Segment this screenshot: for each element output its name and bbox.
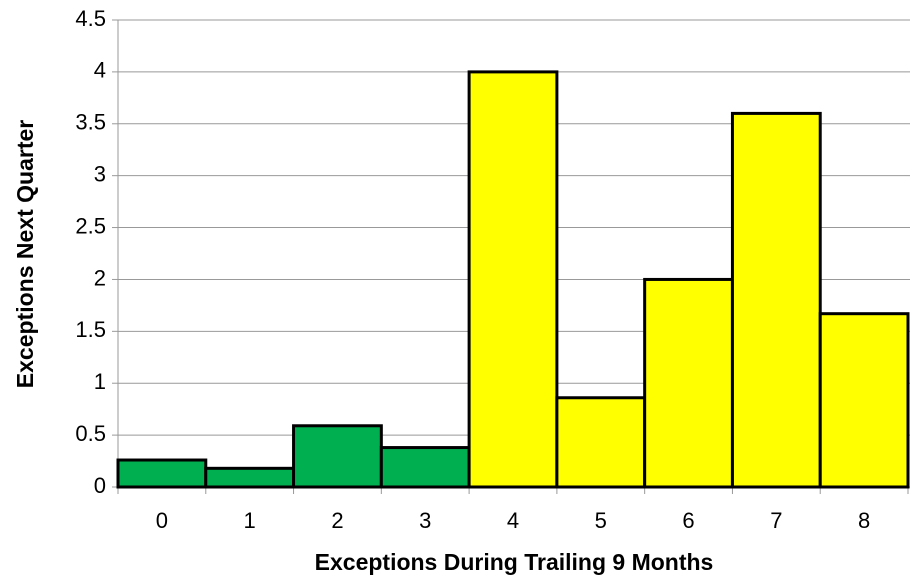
- x-tick-label: 3: [419, 508, 431, 533]
- y-tick-label: 1.5: [75, 317, 106, 342]
- bar: [467, 70, 559, 489]
- x-tick-label: 6: [682, 508, 694, 533]
- bar: [292, 424, 383, 489]
- y-tick-label: 3: [94, 161, 106, 186]
- y-tick-label: 0: [94, 473, 106, 498]
- bar: [204, 466, 296, 489]
- bar: [730, 111, 822, 489]
- bar: [116, 458, 208, 489]
- y-tick-label: 1: [94, 369, 106, 394]
- y-tick-label: 4: [94, 58, 106, 83]
- y-tick-label: 2.5: [75, 213, 106, 238]
- x-tick-label: 5: [595, 508, 607, 533]
- x-tick-label: 7: [770, 508, 782, 533]
- bar: [555, 396, 647, 489]
- x-tick-label: 2: [331, 508, 343, 533]
- x-axis-title: Exceptions During Trailing 9 Months: [315, 549, 714, 575]
- x-tick-label: 4: [507, 508, 519, 533]
- y-axis-title: Exceptions Next Quarter: [12, 120, 38, 388]
- x-tick-label: 1: [244, 508, 256, 533]
- x-tick-label: 8: [858, 508, 870, 533]
- y-tick-label: 2: [94, 265, 106, 290]
- x-tick-label: 0: [156, 508, 168, 533]
- y-tick-label: 4.5: [75, 6, 106, 31]
- bar: [818, 312, 910, 489]
- bar: [643, 277, 734, 489]
- y-tick-label: 0.5: [75, 421, 106, 446]
- bar: [379, 446, 471, 489]
- y-tick-label: 3.5: [75, 110, 106, 135]
